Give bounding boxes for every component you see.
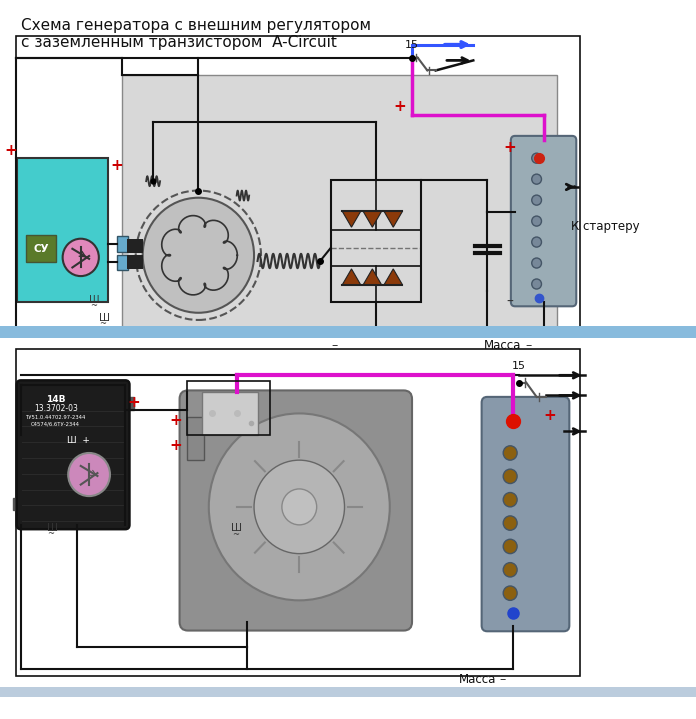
Text: Схема генератора с внешним регулятором: Схема генератора с внешним регулятором	[21, 18, 371, 33]
Bar	[0, 687, 696, 697]
FancyBboxPatch shape	[180, 390, 412, 631]
Bar	[124, 397, 134, 410]
FancyBboxPatch shape	[17, 380, 129, 529]
FancyBboxPatch shape	[511, 136, 576, 306]
Text: Масса: Масса	[459, 673, 497, 686]
Polygon shape	[342, 269, 361, 285]
Circle shape	[68, 453, 110, 496]
Text: Ш: Ш	[47, 523, 58, 533]
Text: К стартеру: К стартеру	[571, 220, 640, 233]
Text: 14В: 14В	[46, 395, 65, 403]
Text: 15: 15	[512, 361, 526, 371]
Text: Ш: Ш	[231, 523, 242, 533]
Text: Ш: Ш	[99, 313, 110, 323]
Circle shape	[503, 516, 517, 531]
Circle shape	[532, 237, 541, 247]
Text: +: +	[127, 395, 140, 410]
Circle shape	[503, 493, 517, 507]
Text: –: –	[525, 339, 532, 352]
Bar	[26, 235, 56, 262]
Polygon shape	[384, 269, 402, 285]
Circle shape	[532, 258, 541, 268]
Text: –: –	[331, 339, 337, 352]
Circle shape	[532, 279, 541, 289]
Circle shape	[503, 562, 517, 577]
Bar	[187, 381, 270, 435]
Bar	[127, 255, 143, 269]
Text: ~: ~	[90, 301, 97, 310]
Text: +: +	[169, 439, 182, 453]
Text: 15: 15	[405, 40, 419, 50]
Polygon shape	[342, 211, 361, 227]
Text: ~: ~	[47, 529, 54, 538]
Circle shape	[532, 174, 541, 184]
Bar	[122, 75, 557, 334]
Circle shape	[63, 239, 99, 276]
Circle shape	[254, 460, 345, 554]
Text: –: –	[506, 295, 513, 309]
Circle shape	[282, 489, 317, 525]
Text: ~: ~	[100, 319, 106, 328]
Bar	[16, 349, 580, 676]
Bar	[202, 392, 258, 435]
Text: +: +	[544, 408, 556, 423]
Polygon shape	[363, 211, 381, 227]
Circle shape	[503, 539, 517, 554]
Bar	[187, 417, 204, 460]
Bar	[117, 236, 128, 252]
Text: +: +	[503, 140, 516, 155]
Text: –: –	[500, 673, 506, 686]
FancyBboxPatch shape	[482, 397, 569, 631]
Circle shape	[503, 469, 517, 483]
Text: +: +	[111, 158, 123, 173]
Text: +: +	[5, 144, 17, 158]
Text: с заземленным транзистором  A-Circuit: с заземленным транзистором A-Circuit	[21, 35, 337, 50]
Circle shape	[503, 446, 517, 460]
Bar	[117, 255, 128, 270]
Text: ТУ51.0.44702.97-2344: ТУ51.0.44702.97-2344	[26, 415, 86, 419]
Polygon shape	[363, 269, 381, 285]
Text: +: +	[169, 413, 182, 428]
Bar	[331, 180, 421, 302]
Circle shape	[532, 153, 541, 163]
Text: Ш: Ш	[88, 295, 100, 305]
Text: С4574/6.6ТУ-2344: С4574/6.6ТУ-2344	[31, 422, 80, 426]
Text: 13.3702-03: 13.3702-03	[33, 404, 78, 413]
Text: +: +	[394, 99, 406, 114]
Bar	[127, 239, 143, 253]
Text: Ш  +: Ш +	[68, 436, 90, 444]
Circle shape	[143, 198, 254, 313]
Circle shape	[503, 586, 517, 600]
Bar	[16, 36, 580, 334]
Text: Масса: Масса	[484, 339, 521, 352]
Bar	[17, 158, 108, 302]
Polygon shape	[384, 211, 402, 227]
Circle shape	[209, 413, 390, 600]
Circle shape	[532, 216, 541, 226]
Text: ~: ~	[232, 530, 239, 539]
Bar	[13, 498, 22, 510]
Text: СУ: СУ	[33, 244, 49, 254]
Bar	[0, 326, 696, 338]
Circle shape	[532, 195, 541, 205]
